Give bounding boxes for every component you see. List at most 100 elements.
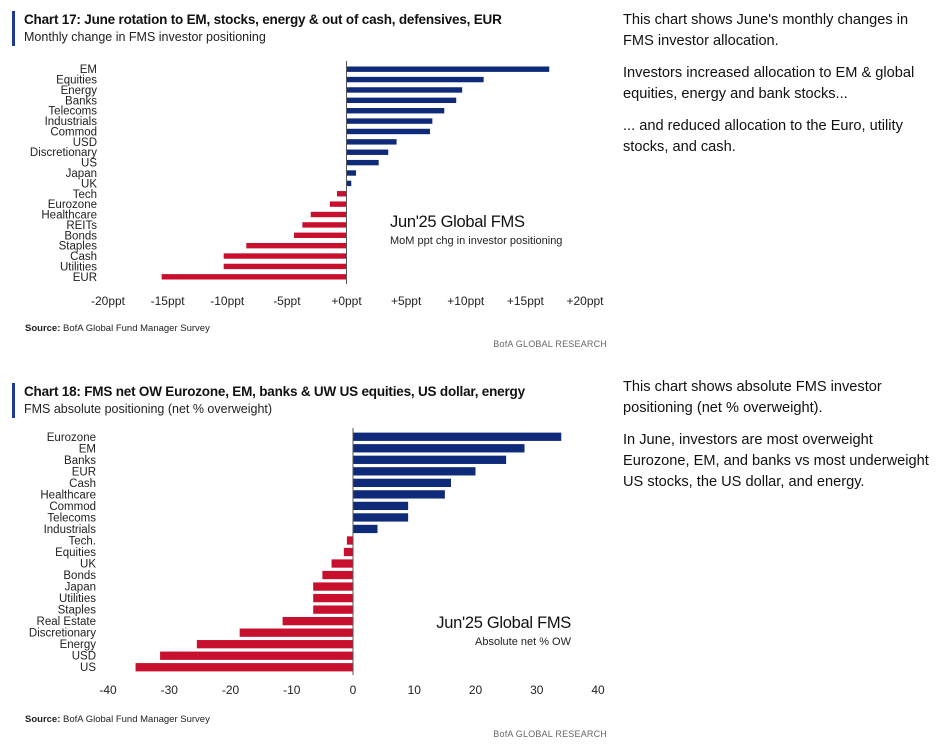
chart-17-bar-utilities <box>223 263 347 270</box>
chart-17-annotation-title: Jun'25 Global FMS <box>390 213 525 231</box>
chart-18-bar-japan <box>313 582 353 591</box>
chart-18-x-tick-label: 30 <box>530 683 544 697</box>
chart-18-source: Source: BofA Global Fund Manager Survey <box>25 714 210 725</box>
chart-17-category-label-healthcare: Healthcare <box>41 210 97 222</box>
chart-17-commentary-2: Investors increased allocation to EM & g… <box>623 65 915 102</box>
chart-17-category-label-em: EM <box>80 64 97 76</box>
chart-17-commentary: This chart shows June's monthly changes … <box>623 10 935 169</box>
chart-18-category-label-staples: Staples <box>58 605 97 617</box>
chart-17-bar-eur <box>161 274 347 280</box>
chart-18-category-label-eur: EUR <box>72 466 96 478</box>
chart-17-category-label-banks: Banks <box>65 95 97 107</box>
chart-18-panel: Chart 18: FMS net OW Eurozone, EM, banks… <box>0 372 612 748</box>
chart-18-plot: EurozoneEMBanksEURCashHealthcareCommodTe… <box>29 428 605 697</box>
chart-17-bar-discretionary <box>346 149 389 155</box>
chart-18-bar-discretionary <box>239 628 353 637</box>
chart-18-x-tick-label: 0 <box>350 683 357 697</box>
chart-17-category-label-staples: Staples <box>59 241 98 253</box>
chart-18-source-label: Source: <box>25 714 61 725</box>
chart-18-category-label-cash: Cash <box>69 478 96 490</box>
chart-17-bar-telecoms <box>346 108 445 114</box>
chart-18-x-tick-label: 40 <box>591 683 605 697</box>
chart-18-bar-eur <box>353 467 476 476</box>
chart-18-bar-telecoms <box>353 513 409 522</box>
chart-17-source-label: Source: <box>25 323 61 334</box>
chart-18-category-label-tech: Tech. <box>69 535 97 547</box>
chart-17-brand: BofA GLOBAL RESEARCH <box>493 339 607 349</box>
chart-18-category-label-healthcare: Healthcare <box>40 489 96 501</box>
chart-17-title-block: Chart 17: June rotation to EM, stocks, e… <box>12 11 502 46</box>
chart-18-bar-eurozone <box>353 432 562 441</box>
chart-18-category-label-utilities: Utilities <box>59 593 96 605</box>
chart-17-bar-uk <box>346 180 352 187</box>
chart-17-bar-industrials <box>346 118 433 124</box>
chart-18-bar-utilities <box>313 593 353 603</box>
chart-17-source: Source: BofA Global Fund Manager Survey <box>25 323 210 334</box>
chart-18-category-label-us: US <box>80 662 96 674</box>
chart-18-x-tick-label: -10 <box>283 683 301 697</box>
chart-17-x-tick-label: +15ppt <box>507 294 545 308</box>
chart-17-x-tick-label: -10ppt <box>210 294 245 308</box>
chart-18-x-tick-label: 10 <box>408 683 422 697</box>
chart-18-bar-banks <box>353 455 507 464</box>
chart-17-commentary-1: This chart shows June's monthly changes … <box>623 12 909 49</box>
chart-17-category-label-eur: EUR <box>73 272 97 284</box>
chart-17-bar-cash <box>223 253 347 259</box>
chart-17-category-label-energy: Energy <box>61 85 98 97</box>
chart-17-category-label-bonds: Bonds <box>64 230 97 242</box>
chart-18-bar-commod <box>353 501 409 511</box>
chart-18-commentary: This chart shows absolute FMS investor p… <box>623 377 935 504</box>
chart-17-x-tick-label: +20ppt <box>566 294 604 308</box>
chart-18-bar-industrials <box>353 524 378 534</box>
chart-18-category-label-usd: USD <box>72 651 96 663</box>
chart-17-category-label-discretionary: Discretionary <box>30 147 97 159</box>
chart-18-bar-usd <box>160 651 353 660</box>
chart-18-x-tick-label: -40 <box>99 683 117 697</box>
chart-18-bar-real-estate <box>282 616 353 626</box>
chart-17-plot: EMEquitiesEnergyBanksTelecomsIndustrials… <box>30 61 604 308</box>
chart-17-bar-us <box>346 159 379 166</box>
chart-17-x-tick-label: -20ppt <box>91 294 126 308</box>
chart-17-category-label-eurozone: Eurozone <box>48 199 97 211</box>
chart-17-category-label-equities: Equities <box>56 75 97 87</box>
chart-18-category-label-equities: Equities <box>55 547 96 559</box>
chart-17-bar-energy <box>346 87 463 93</box>
chart-17-bar-equities <box>346 76 484 83</box>
chart-17-category-label-tech: Tech <box>73 189 97 201</box>
chart-17-category-label-utilities: Utilities <box>60 261 97 273</box>
chart-17-bar-reits <box>302 222 347 228</box>
chart-17-category-label-us: US <box>81 158 97 170</box>
chart-17-x-tick-label: +0ppt <box>331 294 362 308</box>
chart-17-bar-healthcare <box>310 211 347 218</box>
chart-17-bar-tech <box>336 191 347 197</box>
chart-18-bar-uk <box>331 559 353 568</box>
chart-17-annotation-subtitle: MoM ppt chg in investor positioning <box>390 235 562 247</box>
chart-18-category-label-industrials: Industrials <box>44 524 97 536</box>
chart-18-annotation-subtitle: Absolute net % OW <box>475 636 572 648</box>
chart-18-annotation-title: Jun'25 Global FMS <box>436 614 571 632</box>
chart-17-source-text: BofA Global Fund Manager Survey <box>63 323 210 334</box>
chart-17-bar-japan <box>346 170 357 176</box>
chart-17-commentary-3: ... and reduced allocation to the Euro, … <box>623 118 903 155</box>
chart-17-subtitle: Monthly change in FMS investor positioni… <box>24 30 266 44</box>
chart-17-bar-bonds <box>294 232 347 238</box>
chart-18-category-label-banks: Banks <box>64 455 96 467</box>
chart-18-bar-em <box>353 444 525 453</box>
chart-18-x-tick-label: -20 <box>222 683 240 697</box>
chart-17-category-label-commod: Commod <box>50 126 97 138</box>
chart-18-bar-energy <box>196 640 353 649</box>
chart-17-category-label-telecoms: Telecoms <box>48 106 97 118</box>
chart-17-x-tick-label: +5ppt <box>391 294 422 308</box>
chart-18-title-block: Chart 18: FMS net OW Eurozone, EM, banks… <box>12 383 525 418</box>
chart-18-category-label-discretionary: Discretionary <box>29 628 96 640</box>
chart-18-bar-bonds <box>322 570 354 580</box>
chart-18-subtitle: FMS absolute positioning (net % overweig… <box>24 402 273 416</box>
chart-17-bar-banks <box>346 97 457 104</box>
chart-17-bar-usd <box>346 139 397 145</box>
chart-17-x-tick-label: -15ppt <box>151 294 186 308</box>
chart-18-bar-healthcare <box>353 490 445 499</box>
chart-17-category-label-uk: UK <box>81 178 97 190</box>
chart-17-bar-em <box>346 66 550 72</box>
chart-18-category-label-energy: Energy <box>60 639 97 651</box>
chart-18-x-tick-label: -30 <box>161 683 179 697</box>
